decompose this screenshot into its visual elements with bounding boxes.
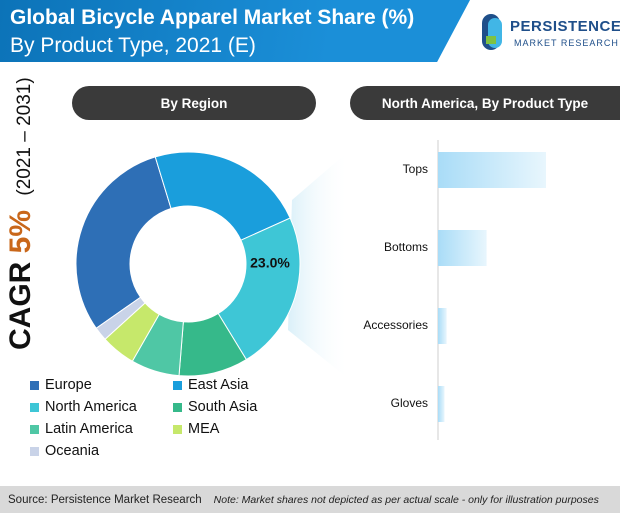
legend-item-south-asia: South Asia (173, 399, 257, 415)
bar-label-bottoms: Bottoms (384, 240, 428, 254)
chart-canvas: 23.0% Tops Bottoms Accessories Gloves (75, 140, 546, 440)
bar-accessories (438, 308, 447, 344)
donut-slice-europe (75, 156, 172, 329)
legend-swatch (30, 446, 39, 456)
donut-slice-north-america (217, 217, 301, 361)
legend-label: Latin America (45, 421, 133, 437)
legend-item-europe: Europe (30, 377, 92, 393)
legend-label: North America (45, 399, 137, 415)
legend-swatch (173, 380, 182, 390)
note-text: Note: Market shares not depicted as per … (213, 493, 599, 506)
region-panel-header: By Region (72, 86, 316, 120)
legend-swatch (30, 380, 39, 390)
legend-swatch (30, 402, 39, 412)
donut-slice-oceania (95, 296, 146, 340)
logo-tagline: MARKET RESEARCH (514, 38, 619, 48)
logo-mark-icon (482, 14, 502, 50)
legend-label: East Asia (188, 377, 249, 393)
product-panel-header: North America, By Product Type (350, 86, 620, 120)
bar-label-accessories: Accessories (363, 318, 428, 332)
callout-fan (288, 150, 350, 380)
company-logo: PERSISTENCE MARKET RESEARCH (476, 4, 620, 60)
bar-tops (438, 152, 546, 188)
donut-slice-east-asia (154, 151, 291, 241)
bar-label-gloves: Gloves (391, 396, 428, 410)
bar-gloves (438, 386, 445, 422)
legend-label: Europe (45, 377, 92, 393)
chart-title: Global Bicycle Apparel Market Share (%) (10, 6, 415, 29)
legend-label: South Asia (188, 399, 258, 415)
donut-highlight-label: 23.0% (250, 255, 290, 271)
legend-swatch (173, 402, 182, 412)
legend-swatch (173, 424, 182, 434)
footer-bar: Source: Persistence Market Research Note… (0, 486, 620, 513)
legend-item-mea: MEA (173, 421, 219, 437)
legend-item-north-america: North America (30, 399, 137, 415)
logo-name: PERSISTENCE (510, 18, 620, 35)
legend-item-east-asia: East Asia (173, 377, 248, 393)
legend-label: MEA (188, 421, 220, 437)
chart-subtitle: By Product Type, 2021 (E) (10, 34, 256, 57)
legend-swatch (30, 424, 39, 434)
donut-legend: Europe East Asia North America South Asia La… (30, 377, 330, 467)
title-band (0, 0, 470, 62)
legend-label: Oceania (45, 443, 100, 459)
source-text: Source: Persistence Market Research (8, 493, 202, 506)
bar-label-tops: Tops (403, 162, 428, 176)
bar-bottoms (438, 230, 487, 266)
legend-item-latin-america: Latin America (30, 421, 133, 437)
legend-item-oceania: Oceania (30, 443, 99, 459)
